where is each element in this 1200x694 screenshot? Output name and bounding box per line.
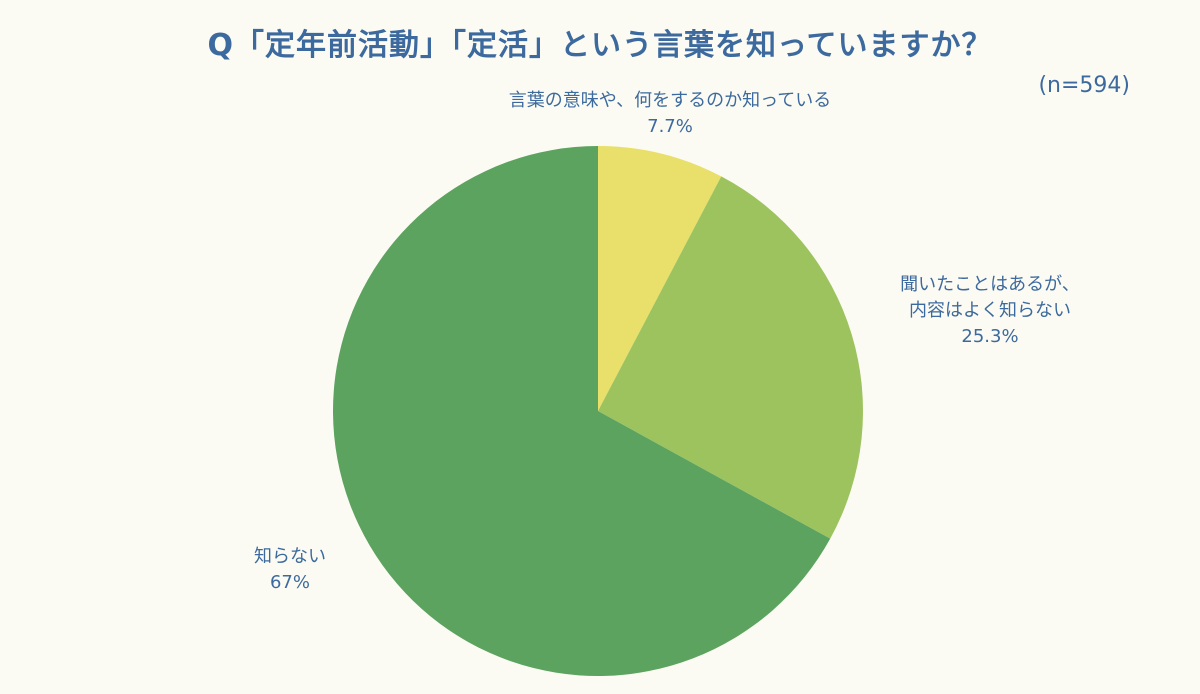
slice-label-unknown-text: 知らない xyxy=(254,546,326,567)
pie-slice-unknown xyxy=(332,146,831,676)
slice-label-aware-text: 言葉の意味や、何をするのか知っている xyxy=(508,90,832,111)
slice-label-unknown: 知らない 67% xyxy=(220,544,360,596)
slice-label-aware-value: 7.7% xyxy=(647,116,693,137)
pie-slice-heard xyxy=(598,176,863,539)
slice-label-heard: 聞いたことはあるが、 内容はよく知らない 25.3% xyxy=(860,272,1120,350)
pie-slice-aware xyxy=(598,146,722,411)
slice-label-aware: 言葉の意味や、何をするのか知っている 7.7% xyxy=(470,88,870,140)
slice-label-heard-text-2: 内容はよく知らない xyxy=(909,300,1071,321)
slice-label-heard-value: 25.3% xyxy=(961,326,1019,347)
slice-label-unknown-value: 67% xyxy=(269,572,310,593)
chart-title: Q「定年前活動」「定活」という言葉を知っていますか？ xyxy=(207,28,993,63)
slice-label-heard-text-1: 聞いたことはあるが、 xyxy=(900,274,1080,295)
sample-size: (n=594) xyxy=(1038,73,1130,98)
